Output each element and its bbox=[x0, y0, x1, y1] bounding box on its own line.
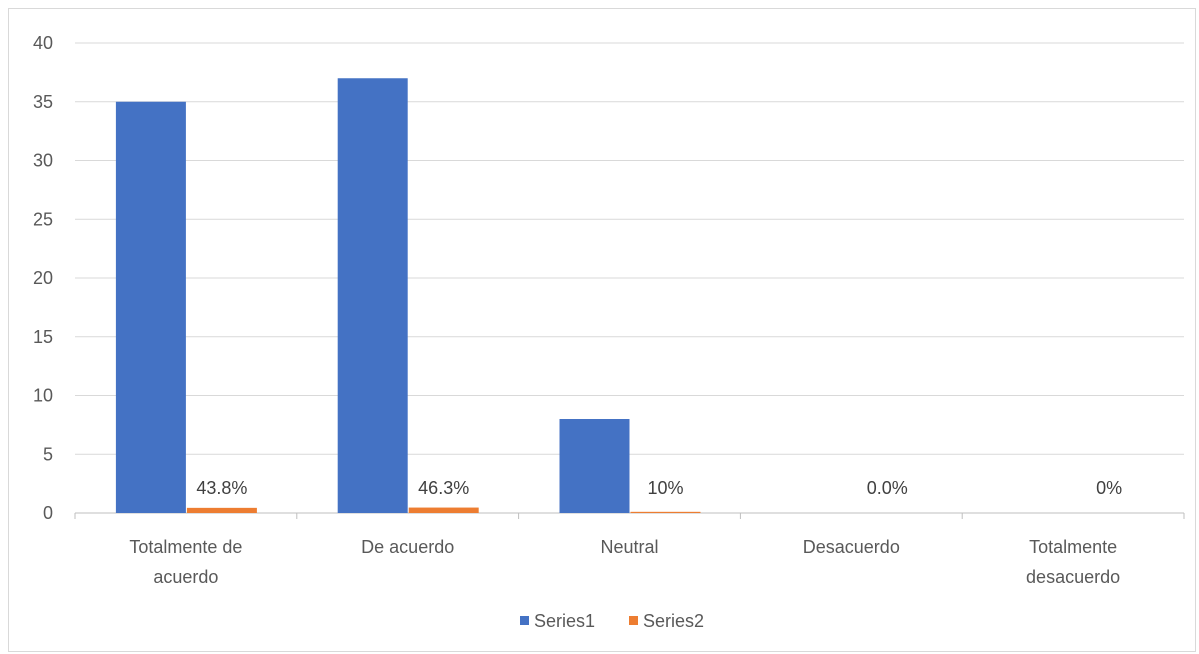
y-tick-label: 0 bbox=[43, 503, 53, 523]
bar-series2 bbox=[630, 511, 701, 513]
x-tick-label: Desacuerdo bbox=[803, 537, 900, 557]
bar-series1 bbox=[337, 78, 408, 513]
y-tick-label: 5 bbox=[43, 444, 53, 464]
bar-series1 bbox=[559, 419, 630, 513]
y-tick-label: 20 bbox=[33, 268, 53, 288]
y-tick-label: 35 bbox=[33, 92, 53, 112]
data-label: 46.3% bbox=[418, 478, 469, 498]
legend-swatch bbox=[520, 616, 529, 625]
x-tick-label: Totalmente bbox=[1029, 537, 1117, 557]
x-tick-label: Neutral bbox=[600, 537, 658, 557]
data-label: 10% bbox=[647, 478, 683, 498]
legend-swatch bbox=[629, 616, 638, 625]
data-label: 0.0% bbox=[867, 478, 908, 498]
bar-series2 bbox=[408, 507, 479, 513]
data-label: 0% bbox=[1096, 478, 1122, 498]
bar-series1 bbox=[115, 101, 186, 513]
x-tick-label: desacuerdo bbox=[1026, 567, 1120, 587]
y-tick-label: 15 bbox=[33, 327, 53, 347]
y-tick-label: 30 bbox=[33, 151, 53, 171]
data-label: 43.8% bbox=[196, 478, 247, 498]
x-tick-label: Totalmente de bbox=[129, 537, 242, 557]
legend-label: Series2 bbox=[643, 611, 704, 631]
chart-area bbox=[8, 8, 1196, 652]
x-tick-label: De acuerdo bbox=[361, 537, 454, 557]
y-tick-label: 40 bbox=[33, 33, 53, 53]
bar-series2 bbox=[186, 507, 257, 513]
x-tick-label: acuerdo bbox=[153, 567, 218, 587]
legend-label: Series1 bbox=[534, 611, 595, 631]
y-tick-label: 25 bbox=[33, 209, 53, 229]
y-tick-label: 10 bbox=[33, 386, 53, 406]
